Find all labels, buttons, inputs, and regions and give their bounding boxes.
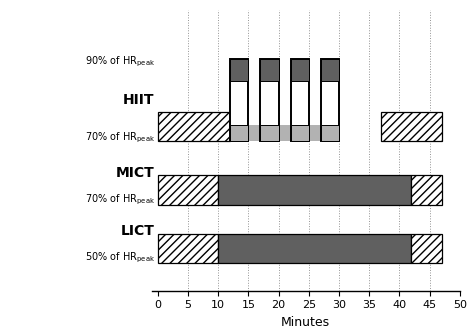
- Bar: [260, 125, 279, 141]
- Bar: [218, 175, 411, 204]
- Bar: [248, 125, 260, 141]
- Text: 70% of HR$_\mathregular{peak}$: 70% of HR$_\mathregular{peak}$: [84, 192, 155, 207]
- Bar: [230, 125, 248, 141]
- Bar: [381, 112, 442, 141]
- Bar: [291, 59, 309, 141]
- Bar: [158, 175, 218, 204]
- Bar: [218, 234, 411, 263]
- Bar: [230, 59, 248, 141]
- Bar: [321, 59, 339, 81]
- Bar: [309, 125, 321, 141]
- Bar: [158, 234, 218, 263]
- Bar: [260, 59, 279, 81]
- Bar: [279, 125, 291, 141]
- Text: MICT: MICT: [116, 166, 155, 180]
- Text: 50% of HR$_\mathregular{peak}$: 50% of HR$_\mathregular{peak}$: [84, 250, 155, 265]
- Text: 70% of HR$_\mathregular{peak}$: 70% of HR$_\mathregular{peak}$: [84, 131, 155, 145]
- Bar: [321, 125, 339, 141]
- Text: LICT: LICT: [121, 224, 155, 238]
- Bar: [321, 59, 339, 141]
- X-axis label: Minutes: Minutes: [281, 316, 330, 329]
- Bar: [411, 234, 442, 263]
- Bar: [291, 59, 309, 81]
- Bar: [411, 175, 442, 204]
- Bar: [291, 125, 309, 141]
- Bar: [158, 112, 230, 141]
- Bar: [230, 59, 248, 81]
- Text: 90% of HR$_\mathregular{peak}$: 90% of HR$_\mathregular{peak}$: [84, 55, 155, 69]
- Bar: [260, 59, 279, 141]
- Text: HIIT: HIIT: [123, 93, 155, 107]
